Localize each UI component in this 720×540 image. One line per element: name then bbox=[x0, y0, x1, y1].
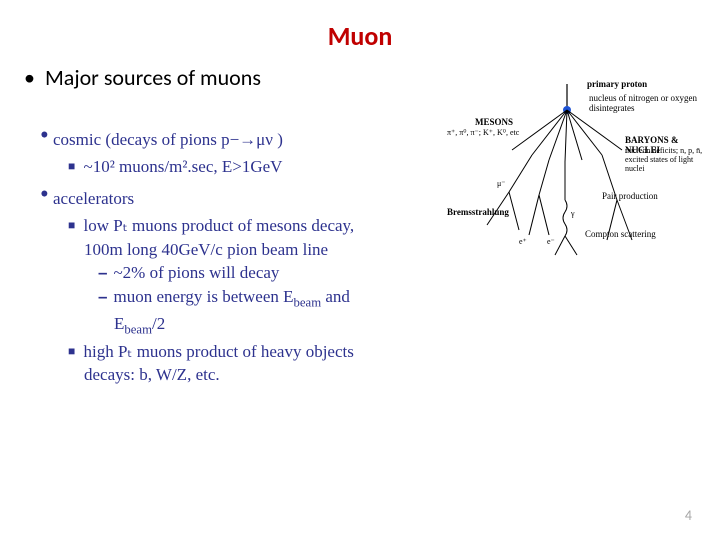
dash-icon: – bbox=[98, 287, 107, 306]
page-number: 4 bbox=[685, 507, 692, 524]
content-line: ~10² muons/m².sec, E>1GeV bbox=[84, 157, 283, 176]
bullet-icon: • bbox=[40, 181, 49, 208]
content-line: accelerators bbox=[53, 189, 134, 208]
mesons-sublabel: π⁺, π⁰, π⁻; K⁺, K⁰, etc bbox=[447, 129, 519, 138]
shower-diagram: primary proton nucleus of nitrogen or ox… bbox=[447, 80, 702, 260]
content-line: Ebeam/2 bbox=[114, 314, 165, 333]
bullet-sq-icon: ■ bbox=[68, 344, 75, 358]
bullet-icon: • bbox=[40, 122, 49, 149]
content-line: low Pₜ muons product of mesons decay, bbox=[84, 216, 355, 235]
eminus-label: e⁻ bbox=[547, 238, 555, 247]
bullet-icon: • bbox=[24, 64, 35, 91]
eplus-label: e⁺ bbox=[519, 238, 527, 247]
slide-subtitle: • Major sources of muons bbox=[24, 64, 261, 91]
brems-label: Bremsstrahlung bbox=[447, 208, 509, 218]
pair-label: Pair production bbox=[602, 192, 658, 202]
content-line: ~2% of pions will decay bbox=[113, 263, 279, 282]
content-line: decays: b, W/Z, etc. bbox=[84, 365, 220, 384]
gamma-label: γ bbox=[571, 210, 575, 219]
content-block: • cosmic (decays of pions p−→μν ) ■ ~10²… bbox=[40, 120, 354, 387]
nucleus-label: nucleus of nitrogen or oxygen disintegra… bbox=[589, 94, 699, 114]
content-line: muon energy is between Ebeam and bbox=[113, 287, 349, 306]
bullet-sq-icon: ■ bbox=[68, 218, 75, 232]
content-line: high Pₜ muons product of heavy objects bbox=[84, 342, 354, 361]
mesons-label: MESONS bbox=[475, 118, 513, 128]
subtitle-text: Major sources of muons bbox=[45, 64, 261, 91]
bullet-sq-icon: ■ bbox=[68, 159, 75, 173]
baryons-sublabel: nucleon deficits; n, p, n̄, excited stat… bbox=[625, 147, 705, 173]
content-line: 100m long 40GeV/c pion beam line bbox=[84, 240, 328, 259]
content-line: cosmic (decays of pions p−→μν ) bbox=[53, 130, 283, 149]
compton-label: Compton scattering bbox=[585, 230, 656, 240]
slide-title: Muon bbox=[0, 20, 720, 52]
primary-proton-label: primary proton bbox=[587, 80, 647, 90]
mu-label: μ⁻ bbox=[497, 180, 506, 189]
dash-icon: – bbox=[98, 263, 107, 282]
